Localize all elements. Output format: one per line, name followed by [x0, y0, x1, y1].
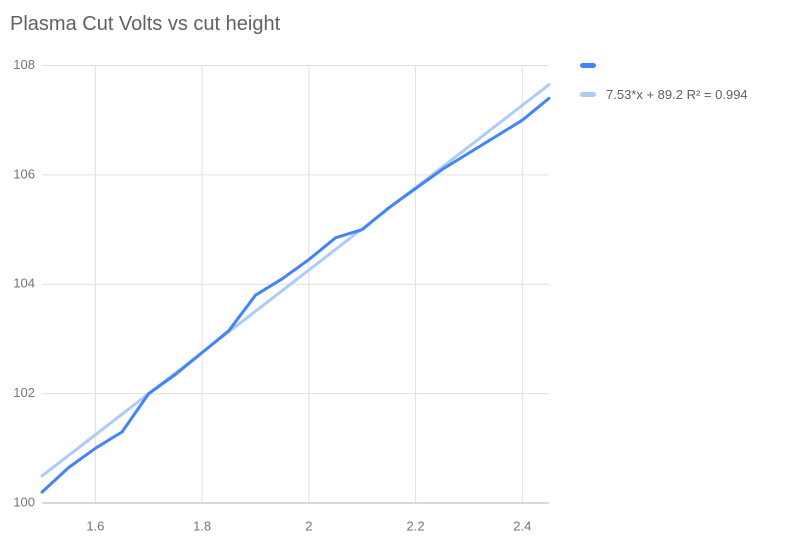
- x-axis-tick-label: 2: [305, 519, 312, 534]
- trendline-legend-label: 7.53*x + 89.2 R² = 0.994: [606, 86, 748, 102]
- legend-item-series: [580, 56, 748, 74]
- series-swatch-icon: [580, 62, 596, 68]
- y-axis-tick-label: 100: [13, 494, 35, 509]
- chart-title: Plasma Cut Volts vs cut height: [10, 13, 281, 35]
- trendline: [40, 83, 551, 478]
- series-line: [40, 96, 551, 494]
- chart-legend: 7.53*x + 89.2 R² = 0.994: [580, 56, 748, 114]
- x-axis-tick-label: 1.8: [193, 519, 211, 534]
- y-axis-tick-label: 104: [13, 276, 35, 291]
- x-axis-tick-label: 2.2: [407, 519, 425, 534]
- y-axis-tick-label: 108: [13, 57, 35, 72]
- legend-item-trendline: 7.53*x + 89.2 R² = 0.994: [580, 85, 748, 103]
- y-axis-tick-label: 106: [13, 166, 35, 181]
- trendline-swatch-icon: [580, 91, 596, 97]
- x-axis-tick-label: 2.4: [513, 519, 531, 534]
- x-axis-tick-label: 1.6: [86, 519, 104, 534]
- y-axis-tick-label: 102: [13, 385, 35, 400]
